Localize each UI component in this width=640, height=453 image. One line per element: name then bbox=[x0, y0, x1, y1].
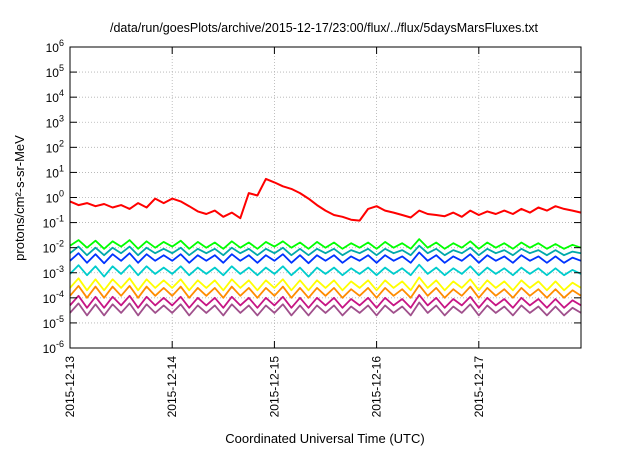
y-tick-label: 100 bbox=[46, 189, 64, 206]
y-tick-label: 10-1 bbox=[43, 214, 64, 231]
y-tick-label: 104 bbox=[46, 88, 64, 105]
series-line-8 bbox=[69, 294, 582, 309]
grid bbox=[70, 47, 581, 348]
y-tick-label: 10-2 bbox=[43, 239, 64, 256]
series-line-4 bbox=[69, 251, 582, 265]
series-line-3 bbox=[69, 244, 582, 257]
series-line-5 bbox=[69, 263, 582, 278]
x-tick-label: 2015-12-13 bbox=[63, 356, 77, 418]
y-tick-label: 105 bbox=[46, 63, 64, 80]
y-tick-label: 101 bbox=[46, 163, 64, 180]
y-tick-label: 10-4 bbox=[43, 289, 64, 306]
chart-title: /data/run/goesPlots/archive/2015-12-17/2… bbox=[110, 21, 539, 35]
y-tick-label: 106 bbox=[46, 38, 64, 55]
y-axis: 10-6 10-5 10-4 10-3 10-2 10-1 100 101 102 103 104 1… bbox=[43, 38, 581, 356]
series-line-9 bbox=[69, 301, 582, 317]
y-tick-label: 10-3 bbox=[43, 264, 64, 281]
x-tick-label: 2015-12-14 bbox=[165, 356, 179, 418]
series-group bbox=[69, 177, 582, 317]
x-tick-label: 2015-12-17 bbox=[472, 356, 486, 418]
y-tick-label: 102 bbox=[46, 138, 64, 155]
series-line-2 bbox=[69, 238, 582, 250]
x-axis: 2015-12-13 2015-12-14 2015-12-15 2015-12-16… bbox=[63, 47, 486, 417]
y-axis-label: protons/cm²-s-sr-MeV bbox=[12, 135, 27, 261]
y-tick-label: 10-5 bbox=[43, 314, 64, 331]
x-tick-label: 2015-12-15 bbox=[267, 356, 281, 418]
x-tick-label: 2015-12-16 bbox=[370, 356, 384, 418]
series-line-6 bbox=[69, 276, 582, 292]
x-axis-label: Coordinated Universal Time (UTC) bbox=[225, 431, 424, 446]
y-tick-label: 10-6 bbox=[43, 339, 64, 356]
y-tick-label: 103 bbox=[46, 113, 64, 130]
series-line-7 bbox=[69, 284, 582, 299]
series-line-1 bbox=[69, 177, 582, 222]
